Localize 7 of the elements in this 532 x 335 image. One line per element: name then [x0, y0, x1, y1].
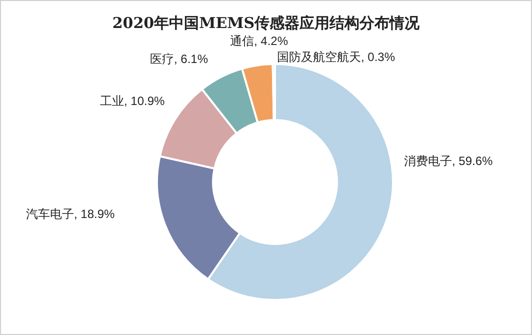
slice-label: 汽车电子, 18.9% [26, 207, 116, 221]
slice-label: 国防及航空航天, 0.3% [277, 50, 396, 64]
chart-title: 2020年中国MEMS传感器应用结构分布情况 [112, 14, 421, 32]
slice-label: 通信, 4.2% [230, 34, 288, 48]
slice-label: 工业, 10.9% [100, 94, 166, 108]
slice-label: 医疗, 6.1% [150, 52, 208, 66]
slice-label: 消费电子, 59.6% [404, 154, 494, 168]
